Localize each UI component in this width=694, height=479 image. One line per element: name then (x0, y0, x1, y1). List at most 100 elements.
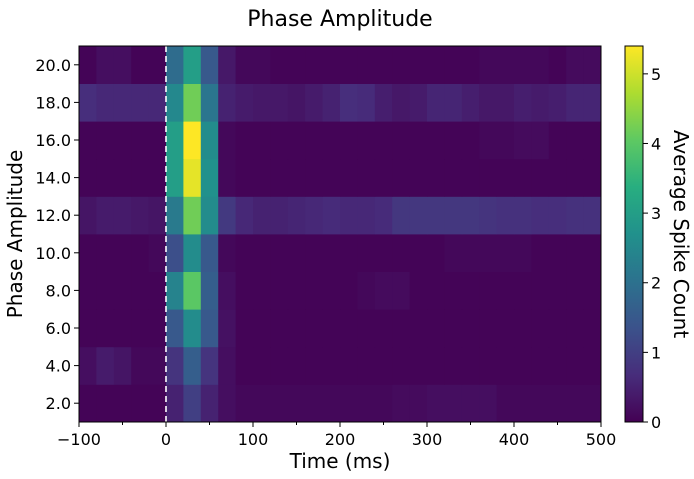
colorbar-tick-label: 5 (651, 65, 661, 84)
heatmap-cell (166, 346, 184, 385)
heatmap-cell (427, 83, 445, 122)
heatmap-cell (374, 121, 393, 160)
heatmap-cell (548, 158, 567, 197)
heatmap-cell (113, 158, 132, 197)
heatmap-cell (374, 346, 393, 385)
heatmap-cell (96, 158, 115, 197)
x-tick-label: 0 (161, 430, 171, 449)
heatmap-cell (322, 158, 341, 197)
y-tick-label: 16.0 (35, 131, 71, 150)
heatmap-cell (357, 196, 376, 235)
heatmap-cell (427, 346, 445, 385)
heatmap-cell (374, 83, 393, 122)
heatmap-cell (131, 121, 149, 160)
heatmap-cell (461, 158, 480, 197)
heatmap-cell (131, 384, 149, 423)
heatmap-cell (340, 83, 358, 122)
heatmap-cell (566, 309, 584, 348)
heatmap-cell (357, 271, 376, 310)
heatmap-cell (305, 234, 323, 272)
heatmap-cell (427, 121, 445, 160)
heatmap-cell (287, 346, 306, 385)
heatmap-cell (322, 384, 341, 423)
heatmap-cell (96, 346, 115, 385)
heatmap-cell (514, 346, 532, 385)
heatmap-cell (235, 83, 254, 122)
heatmap-cell (113, 46, 132, 84)
heatmap-cell (531, 121, 550, 160)
heatmap-cell (322, 46, 341, 84)
colorbar (624, 45, 644, 423)
heatmap-cell (113, 309, 132, 348)
heatmap-cell (583, 309, 602, 348)
heatmap-cell (357, 46, 376, 84)
heatmap-cell (566, 196, 584, 235)
heatmap-cell (270, 309, 289, 348)
heatmap-cell (79, 46, 97, 84)
heatmap-cell (200, 46, 219, 84)
heatmap-cell (548, 46, 567, 84)
heatmap-cell (392, 384, 410, 423)
heatmap-cell (583, 83, 602, 122)
heatmap-cell (287, 83, 306, 122)
heatmap-cell (514, 271, 532, 310)
heatmap-cell (392, 196, 410, 235)
heatmap-cell (270, 234, 289, 272)
heatmap-cell (148, 121, 167, 160)
heatmap-cell (235, 384, 254, 423)
heatmap-cell (496, 271, 515, 310)
heatmap-cell (131, 346, 149, 385)
heatmap-cell (548, 234, 567, 272)
heatmap-cell (514, 121, 532, 160)
heatmap-cell (444, 46, 463, 84)
heatmap-cell (166, 121, 184, 160)
heatmap-cell (392, 46, 410, 84)
heatmap-cell (183, 121, 202, 160)
heatmap-cell (514, 234, 532, 272)
heatmap-cell (166, 158, 184, 197)
heatmap-cell (183, 46, 202, 84)
heatmap-cell (166, 234, 184, 272)
heatmap-cell (444, 196, 463, 235)
heatmap-cell (461, 234, 480, 272)
heatmap-cell (235, 46, 254, 84)
heatmap-cell (496, 46, 515, 84)
heatmap-cell (305, 346, 323, 385)
heatmap-cell (305, 83, 323, 122)
heatmap-cell (235, 309, 254, 348)
heatmap-cell (566, 384, 584, 423)
heatmap-cell (183, 346, 202, 385)
heatmap-cell (409, 271, 428, 310)
heatmap-cell (531, 271, 550, 310)
heatmap-cell (461, 271, 480, 310)
heatmap-cell (305, 309, 323, 348)
heatmap-cell (218, 234, 236, 272)
heatmap-cell (183, 271, 202, 310)
heatmap-cell (113, 121, 132, 160)
heatmap-cell (131, 46, 149, 84)
heatmap-cell (287, 384, 306, 423)
heatmap-cell (514, 309, 532, 348)
heatmap-cell (409, 158, 428, 197)
heatmap-cell (566, 346, 584, 385)
heatmap-cell (200, 234, 219, 272)
heatmap-cell (496, 121, 515, 160)
heatmap-cell (357, 83, 376, 122)
heatmap-cell (479, 271, 497, 310)
heatmap-cell (200, 271, 219, 310)
heatmap-cell (461, 83, 480, 122)
heatmap-cell (96, 309, 115, 348)
heatmap-cell (148, 271, 167, 310)
heatmap-cell (131, 196, 149, 235)
heatmap-cell (131, 158, 149, 197)
x-tick-label: 200 (325, 430, 356, 449)
heatmap-cell (79, 271, 97, 310)
heatmap-cell (392, 158, 410, 197)
heatmap-cell (514, 158, 532, 197)
heatmap-cell (235, 346, 254, 385)
heatmap-cell (583, 346, 602, 385)
heatmap-cell (270, 121, 289, 160)
x-axis-label: Time (ms) (289, 449, 391, 473)
heatmap-cell (461, 309, 480, 348)
heatmap-cell (322, 83, 341, 122)
